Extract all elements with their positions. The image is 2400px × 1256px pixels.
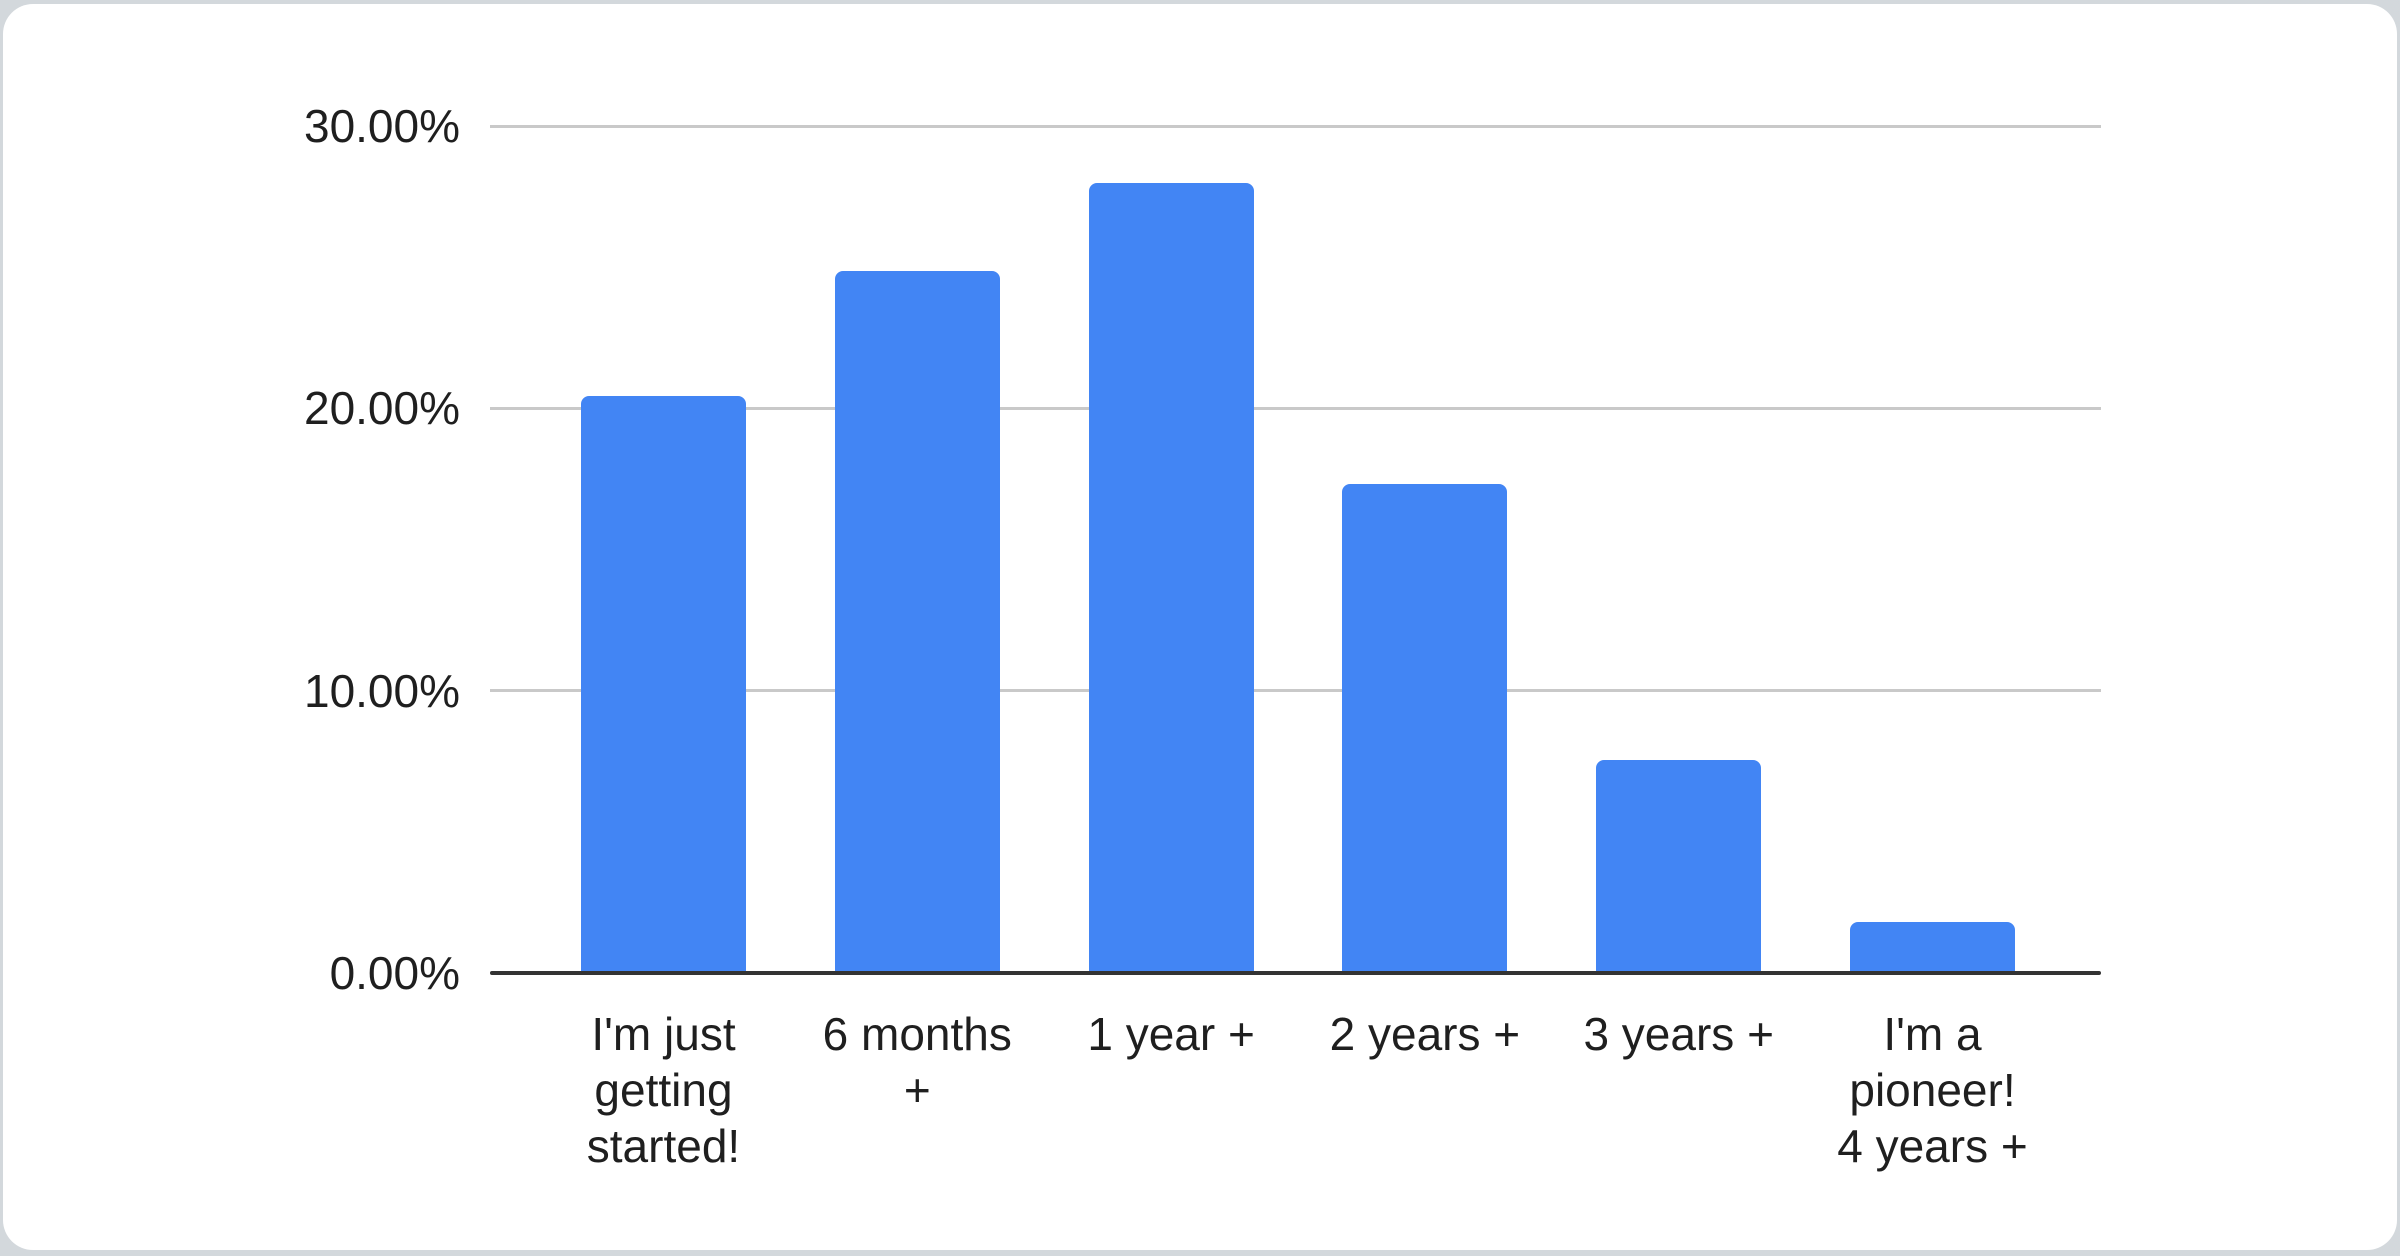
bar-chart: 0.00% 10.00% 20.00% 30.00% I'm just getting st…	[3, 4, 2397, 1250]
bar[interactable]	[581, 395, 746, 973]
x-axis-category-label-line: pioneer!	[1849, 1064, 2016, 1116]
x-axis-category-label: 6 months +	[790, 1006, 1044, 1118]
x-axis-category-label-line: I'm just	[591, 1008, 736, 1060]
gridline	[490, 689, 2101, 693]
y-axis-tick-label: 30.00%	[303, 100, 460, 152]
x-axis-category-label-line: 6 months	[822, 1008, 1012, 1060]
x-axis-category-label: I'm just getting started!	[537, 1006, 791, 1174]
x-axis-category-label-line: I'm a	[1883, 1008, 1982, 1060]
x-axis-category-label-line: 2 years +	[1329, 1008, 1521, 1060]
x-axis-category-label: I'm a pioneer! 4 years +	[1806, 1006, 2060, 1174]
x-axis-category-label: 3 years +	[1552, 1006, 1806, 1062]
y-axis-tick-label: 10.00%	[303, 664, 460, 717]
gridline	[490, 124, 2101, 128]
bar[interactable]	[1342, 483, 1508, 973]
chart-card: 0.00% 10.00% 20.00% 30.00% I'm just getting st…	[3, 4, 2397, 1250]
y-axis-tick-label: 20.00%	[303, 382, 460, 435]
y-axis-tick-label: 0.00%	[329, 947, 460, 999]
x-axis-category-label: 1 year +	[1044, 1006, 1298, 1062]
x-axis-category-label-line: 3 years +	[1583, 1008, 1774, 1060]
x-axis-category-label-line: +	[903, 1064, 931, 1116]
x-axis-category-label-line: 4 years +	[1837, 1120, 2028, 1172]
x-axis-line	[490, 971, 2101, 975]
x-axis-category-label: 2 years +	[1298, 1006, 1552, 1062]
bar[interactable]	[1596, 759, 1762, 973]
gridline	[490, 406, 2101, 410]
bar[interactable]	[1850, 921, 2015, 973]
x-axis-category-label-line: 1 year +	[1087, 1008, 1255, 1060]
x-axis-category-label-line: started!	[586, 1120, 741, 1172]
bar[interactable]	[1088, 183, 1254, 973]
bar[interactable]	[834, 270, 1000, 973]
x-axis-category-label-line: getting	[594, 1064, 733, 1116]
